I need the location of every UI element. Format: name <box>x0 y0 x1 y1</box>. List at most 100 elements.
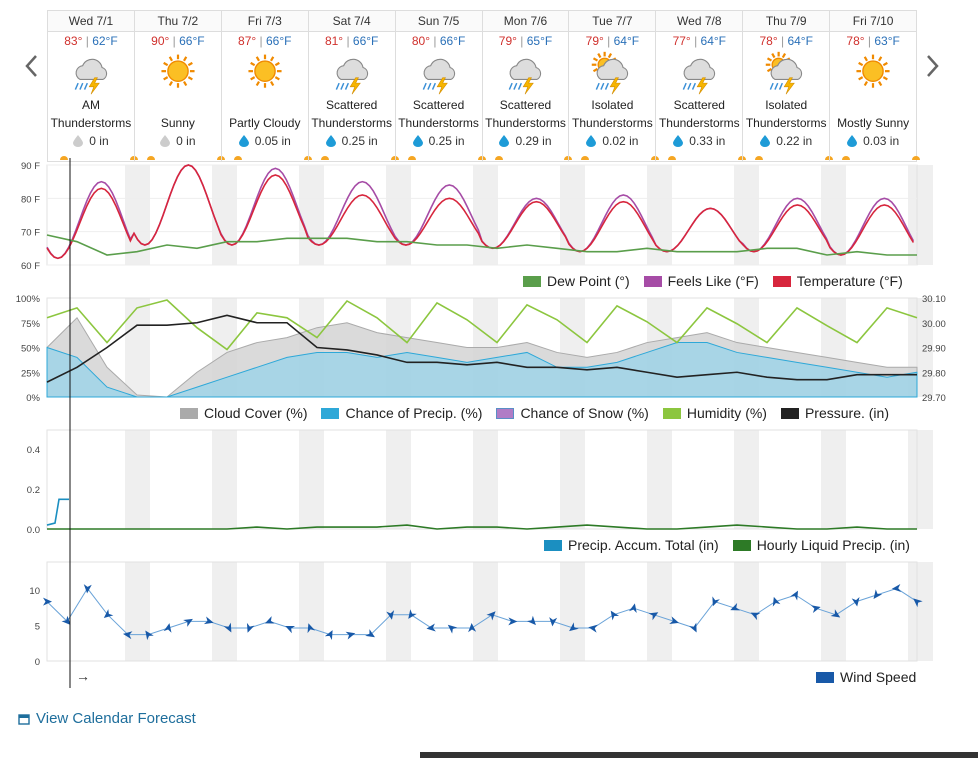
day-column[interactable]: Sat 7/4 81° | 66°F Scattered Thunderstorm… <box>307 10 399 162</box>
y-tick-label: 90 F <box>21 161 40 172</box>
wind-barb <box>285 625 296 634</box>
wind-barb <box>851 596 860 607</box>
precip-amount: 0.33 in <box>656 134 742 148</box>
wind-barb <box>163 623 172 633</box>
night-band <box>647 562 672 661</box>
thunderstorm-icon <box>74 58 108 95</box>
precip-value: 0 in <box>176 134 196 148</box>
day-column[interactable]: Fri 7/3 87° | 66°F Partly Cloudy 0.05 in <box>220 10 312 162</box>
night-band <box>386 562 411 661</box>
sunrise-icon <box>494 156 503 160</box>
precip-amount: 0.29 in <box>483 134 569 148</box>
condition-line-1: Isolated <box>765 98 808 112</box>
low-temp: 65°F <box>526 34 553 48</box>
hourly-precip-line <box>47 524 917 530</box>
raindrop-icon <box>412 135 423 147</box>
day-temps: 79° | 64°F <box>585 34 640 48</box>
high-temp: 77° <box>672 34 691 48</box>
raindrop-icon <box>760 135 771 147</box>
view-calendar-link[interactable]: View Calendar Forecast <box>18 710 196 727</box>
raindrop-icon <box>325 135 336 147</box>
wind-barb <box>345 631 356 640</box>
legend-pressure: Pressure. (in) <box>804 405 889 421</box>
wind-barb <box>365 629 375 638</box>
precip-amount: 0.25 in <box>396 134 482 148</box>
view-calendar-label: View Calendar Forecast <box>36 710 196 727</box>
condition-text: Isolated Thunderstorms <box>743 96 829 132</box>
legend-precip-chance: Chance of Precip. (%) <box>345 405 483 421</box>
y2-tick-label: 29.80 <box>922 368 946 379</box>
night-band <box>908 562 933 661</box>
wind-direction-arrow: → <box>76 668 90 684</box>
precip-value: 0.05 in <box>254 134 291 148</box>
wind-barb <box>526 615 536 626</box>
high-temp: 81° <box>324 34 344 48</box>
day-temps: 77° | 64°F <box>672 34 727 48</box>
wind-barb <box>508 617 518 626</box>
raindrop-icon <box>847 135 858 147</box>
sunrise-icon <box>146 156 155 160</box>
mid-legend: Cloud Cover (%) Chance of Precip. (%) Ch… <box>180 405 889 421</box>
panel-frame <box>46 561 918 662</box>
night-band <box>212 165 237 265</box>
y2-tick-label: 30.10 <box>922 294 946 305</box>
night-band <box>560 562 585 661</box>
precip-value: 0.29 in <box>515 134 552 148</box>
next-button[interactable] <box>922 52 942 80</box>
pressure-line <box>46 314 917 383</box>
y-tick-label: 0.0 <box>27 525 40 536</box>
day-temps: 79° | 65°F <box>498 34 553 48</box>
low-temp: 63°F <box>874 34 900 48</box>
precip-amount: 0.05 in <box>222 134 308 148</box>
night-band <box>125 430 150 529</box>
high-temp: 78° <box>846 34 865 48</box>
wind-barb <box>730 602 741 611</box>
night-band <box>299 562 324 661</box>
raindrop-icon <box>673 135 684 147</box>
wind-barb <box>426 623 436 632</box>
day-label: Fri 7/10 <box>830 11 917 32</box>
dew-point-line <box>46 234 917 256</box>
night-band <box>908 430 933 529</box>
precip-amount: 0.02 in <box>569 134 655 148</box>
legend-humidity: Humidity (%) <box>686 405 767 421</box>
night-band <box>299 430 324 529</box>
day-column[interactable]: Wed 7/8 77° | 64°F Scattered Thunderstorm… <box>655 10 747 162</box>
temperature-line <box>46 164 915 260</box>
day-column[interactable]: Wed 7/1 83° | 62°F AM Thunderstorms 0 in <box>47 10 138 162</box>
day-column[interactable]: Tue 7/7 79° | 64°F Isolated Thunderstorms… <box>568 10 660 162</box>
y2-tick-label: 29.70 <box>922 393 946 404</box>
night-band <box>821 165 846 265</box>
wind-barb <box>689 622 697 633</box>
wind-barb <box>183 618 193 627</box>
sun-thunderstorm-icon <box>765 51 803 95</box>
wind-barb <box>891 584 902 592</box>
y-tick-label: 50% <box>21 344 41 355</box>
day-temps: 81° | 66°F <box>324 34 379 48</box>
high-temp: 79° <box>585 34 604 48</box>
day-temps: 87° | 66°F <box>238 34 292 48</box>
sunrise-icon <box>842 156 851 160</box>
raindrop-icon <box>238 135 249 147</box>
y-tick-label: 25% <box>21 368 41 379</box>
raindrop-icon <box>586 135 597 147</box>
legend-temperature: Temperature (°F) <box>796 273 903 289</box>
sunset-icon <box>912 156 921 160</box>
day-column[interactable]: Thu 7/9 78° | 64°F Isolated Thunderstorms… <box>742 10 834 162</box>
chevron-left-icon <box>25 55 37 77</box>
day-column[interactable]: Thu 7/2 90° | 66°F Sunny 0 in <box>133 10 225 162</box>
wind-barb <box>588 624 598 633</box>
prev-button[interactable] <box>22 52 42 80</box>
day-column[interactable]: Mon 7/6 79° | 65°F Scattered Thunderstorm… <box>481 10 573 162</box>
day-column[interactable]: Sun 7/5 80° | 66°F Scattered Thunderstorm… <box>394 10 486 162</box>
condition-line-1: Scattered <box>412 98 465 112</box>
cloud-swatch <box>180 407 198 419</box>
day-temps: 80° | 66°F <box>411 34 466 48</box>
sun-thunderstorm-icon <box>592 51 629 95</box>
day-column[interactable]: Fri 7/10 78° | 63°F Mostly Sunny 0.03 in <box>829 10 921 162</box>
precip-value: 0.22 in <box>776 134 813 148</box>
wind-barb <box>103 609 114 618</box>
night-band <box>212 430 237 529</box>
wind-barb <box>669 616 679 625</box>
high-temp: 79° <box>498 34 517 48</box>
